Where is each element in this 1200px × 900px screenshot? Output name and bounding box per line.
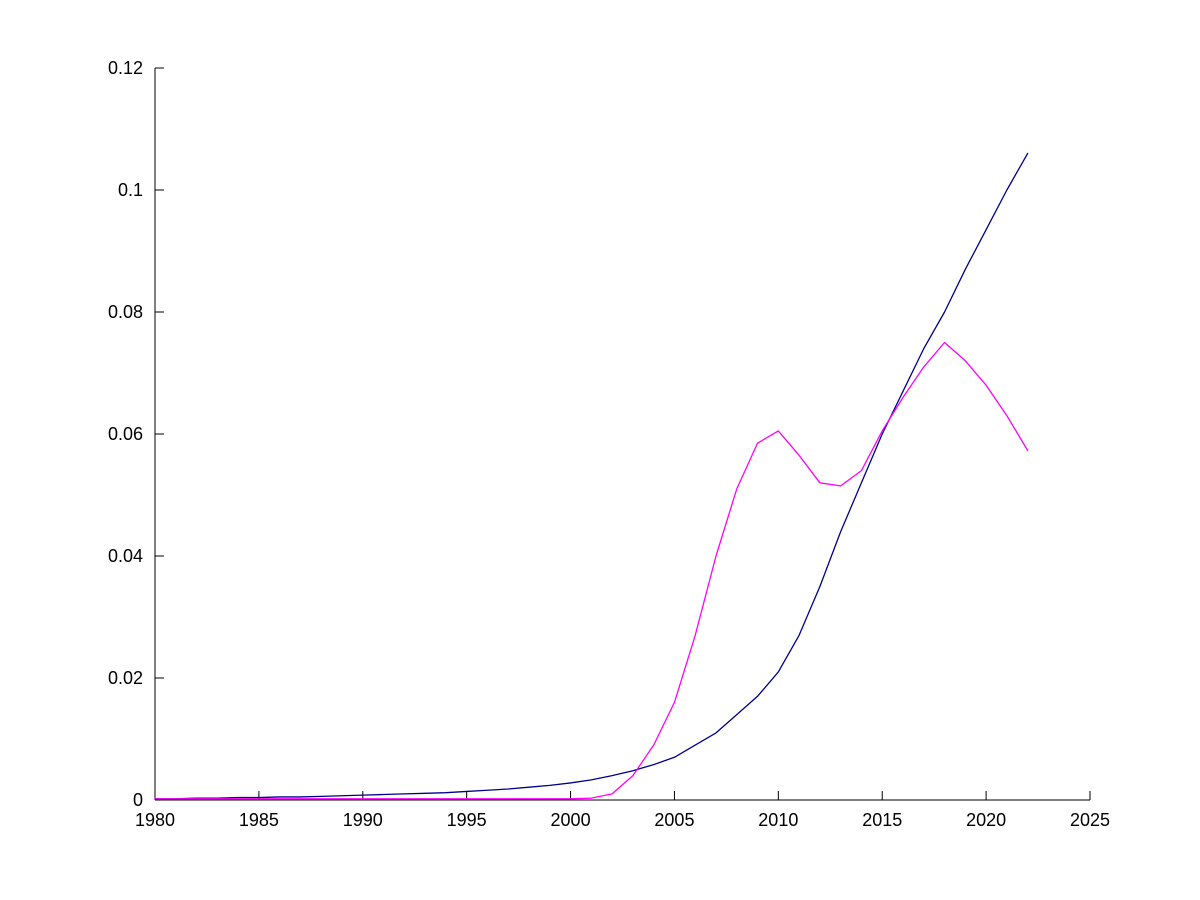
observed-data-curve-line — [154, 341, 1029, 800]
y-tick-label: 0.02 — [108, 668, 143, 688]
y-tick-label: 0.1 — [118, 180, 143, 200]
y-tick-label: 0 — [133, 790, 143, 810]
x-tick-label: 2025 — [1070, 810, 1110, 830]
y-tick-label: 0.08 — [108, 302, 143, 322]
x-tick-label: 2020 — [966, 810, 1006, 830]
y-tick-label: 0.04 — [108, 546, 143, 566]
x-tick-label: 1990 — [343, 810, 383, 830]
smooth-model-curve-line — [154, 152, 1029, 800]
x-tick-label: 2015 — [862, 810, 902, 830]
y-tick-label: 0.06 — [108, 424, 143, 444]
x-tick-label: 2010 — [758, 810, 798, 830]
x-tick-label: 1995 — [447, 810, 487, 830]
x-tick-label: 1985 — [239, 810, 279, 830]
x-tick-label: 2005 — [654, 810, 694, 830]
y-tick-label: 0.12 — [108, 58, 143, 78]
x-tick-label: 1980 — [135, 810, 175, 830]
x-tick-label: 2000 — [551, 810, 591, 830]
